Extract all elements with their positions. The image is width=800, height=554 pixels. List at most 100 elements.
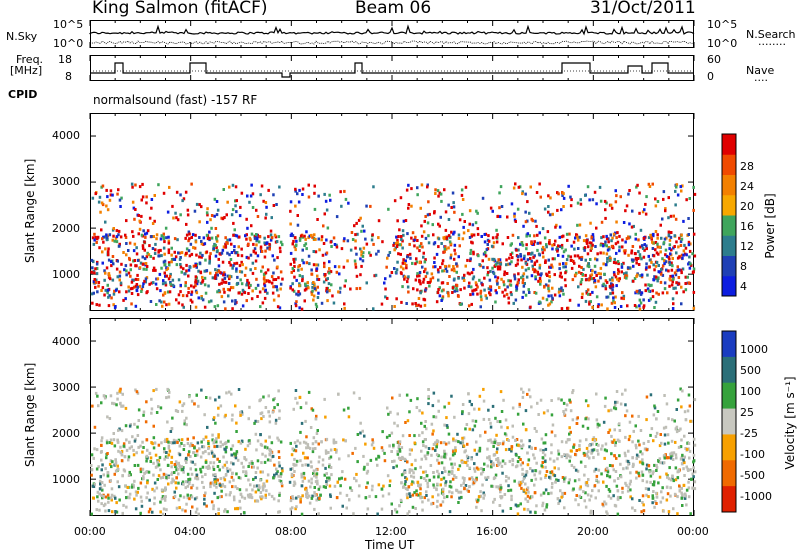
- scatter-cell: [648, 258, 652, 262]
- scatter-cell: [167, 235, 170, 239]
- scatter-cell: [489, 425, 493, 429]
- scatter-cell: [565, 258, 569, 262]
- scatter-cell: [693, 487, 697, 491]
- scatter-cell: [112, 432, 115, 435]
- scatter-cell: [491, 209, 494, 213]
- scatter-cell: [407, 206, 410, 210]
- scatter-cell: [549, 457, 552, 461]
- scatter-cell: [189, 298, 193, 302]
- scatter-cell: [118, 498, 121, 502]
- scatter-cell: [382, 484, 385, 488]
- scatter-cell: [143, 471, 146, 475]
- scatter-cell: [152, 436, 156, 440]
- scatter-cell: [320, 235, 324, 239]
- scatter-cell: [258, 486, 261, 490]
- scatter-cell: [554, 480, 557, 484]
- scatter-cell: [687, 281, 691, 285]
- scatter-cell: [177, 301, 181, 305]
- scatter-cell: [495, 235, 498, 239]
- scatter-cell: [295, 239, 298, 243]
- scatter-cell: [273, 406, 276, 410]
- scatter-cell: [506, 438, 509, 441]
- scatter-cell: [159, 289, 162, 293]
- scatter-cell: [119, 205, 122, 208]
- scatter-cell: [170, 455, 174, 459]
- scatter-cell: [666, 433, 670, 437]
- scatter-cell: [442, 476, 446, 480]
- scatter-cell: [583, 473, 586, 477]
- scatter-cell: [431, 223, 434, 227]
- scatter-cell: [267, 188, 270, 192]
- scatter-cell: [618, 245, 621, 249]
- scatter-cell: [163, 457, 166, 461]
- scatter-cell: [369, 458, 373, 462]
- scatter-cell: [401, 285, 404, 289]
- scatter-cell: [667, 255, 670, 259]
- scatter-cell: [494, 416, 497, 420]
- scatter-cell: [535, 259, 539, 263]
- scatter-cell: [575, 422, 579, 425]
- scatter-cell: [116, 440, 120, 444]
- scatter-cell: [218, 495, 222, 499]
- scatter-cell: [539, 448, 542, 452]
- scatter-cell: [343, 302, 346, 306]
- scatter-cell: [462, 460, 466, 464]
- scatter-cell: [641, 210, 645, 214]
- scatter-cell: [155, 303, 158, 306]
- scatter-cell: [466, 463, 469, 467]
- scatter-cell: [605, 449, 608, 453]
- scatter-cell: [491, 266, 494, 270]
- scatter-cell: [391, 460, 394, 463]
- scatter-cell: [645, 448, 649, 452]
- scatter-cell: [289, 499, 293, 503]
- scatter-cell: [565, 440, 568, 444]
- scatter-cell: [668, 238, 672, 242]
- scatter-cell: [640, 244, 644, 248]
- scatter-cell: [674, 427, 678, 431]
- scatter-cell: [228, 277, 231, 281]
- scatter-cell: [612, 468, 615, 472]
- scatter-cell: [135, 246, 138, 250]
- scatter-cell: [163, 291, 167, 295]
- scatter-cell: [142, 282, 145, 286]
- scatter-cell: [186, 484, 190, 488]
- scatter-cell: [133, 497, 136, 501]
- scatter-cell: [244, 458, 248, 462]
- scatter-cell: [134, 437, 137, 441]
- scatter-cell: [690, 477, 693, 481]
- scatter-cell: [403, 277, 406, 281]
- scatter-cell: [643, 208, 646, 212]
- scatter-cell: [133, 439, 137, 443]
- scatter-cell: [447, 432, 451, 436]
- scatter-cell: [257, 484, 261, 488]
- scatter-cell: [461, 198, 465, 201]
- scatter-cell: [426, 213, 430, 217]
- scatter-cell: [293, 482, 297, 486]
- scatter-cell: [332, 301, 336, 305]
- scatter-cell: [188, 482, 191, 486]
- scatter-cell: [97, 404, 100, 408]
- scatter-cell: [693, 398, 697, 402]
- scatter-cell: [243, 457, 246, 460]
- scatter-cell: [560, 495, 563, 499]
- scatter-cell: [359, 421, 362, 425]
- scatter-cell: [91, 236, 95, 240]
- scatter-cell: [228, 468, 232, 472]
- scatter-cell: [365, 204, 368, 208]
- scatter-cell: [625, 237, 629, 241]
- scatter-cell: [122, 298, 125, 302]
- scatter-cell: [313, 207, 317, 211]
- scatter-cell: [371, 233, 374, 237]
- scatter-cell: [343, 306, 346, 310]
- scatter-cell: [256, 215, 260, 218]
- scatter-cell: [223, 290, 226, 294]
- scatter-cell: [483, 288, 486, 292]
- scatter-cell: [113, 402, 116, 406]
- scatter-cell: [616, 489, 620, 493]
- scatter-cell: [441, 295, 445, 299]
- scatter-cell: [209, 271, 212, 275]
- scatter-cell: [257, 488, 260, 492]
- scatter-cell: [511, 463, 514, 467]
- scatter-cell: [522, 224, 525, 228]
- scatter-cell: [235, 472, 238, 476]
